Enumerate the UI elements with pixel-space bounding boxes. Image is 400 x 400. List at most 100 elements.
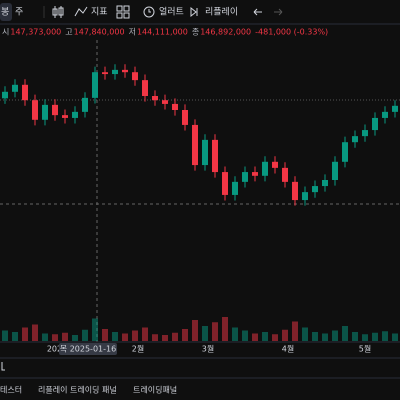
candle-body (212, 139, 218, 173)
bottom-tab[interactable]: 테스터 (0, 386, 22, 395)
ohlc-legend: 시 147,373,000 고 147,840,000 저 144,111,000 종 146… (2, 28, 328, 37)
volume-bar (372, 332, 378, 341)
volume-bar (12, 332, 18, 341)
x-tick-label: 4월 (282, 344, 294, 354)
indicators[interactable]: 지표 (91, 7, 108, 18)
volume-bar (32, 324, 38, 341)
volume-bar (22, 327, 28, 341)
legend-value: 144,111,000 (137, 28, 188, 37)
layout-icon[interactable] (116, 5, 130, 19)
volume-bar (132, 330, 138, 341)
legend-label: 고 (65, 28, 72, 37)
bottom-tab[interactable]: 트레이딩패널 (133, 385, 177, 395)
candle-body (152, 96, 158, 101)
volume-bar (362, 334, 368, 341)
candle-body (102, 72, 108, 75)
candle-body (122, 69, 128, 73)
volume-bar (252, 333, 258, 341)
volume-bar (82, 329, 88, 341)
volume-bar (392, 333, 398, 341)
redo[interactable] (274, 8, 283, 16)
candle-body (352, 136, 358, 143)
volume-bar (102, 329, 108, 341)
candle-body (72, 111, 78, 118)
candle-body (62, 115, 68, 118)
candle-body (82, 97, 88, 112)
volume-bar (342, 326, 348, 341)
volume-bar (212, 322, 218, 341)
indicator-icon[interactable] (74, 6, 88, 17)
x-tick-label: 2월 (132, 344, 144, 354)
candle-body (2, 91, 8, 99)
volume-bar (202, 326, 208, 341)
bottom-tab[interactable]: 리플레이 트레이딩 패널 (38, 385, 117, 395)
candle-body (112, 69, 118, 75)
volume-bar (152, 334, 158, 341)
candle-icon[interactable] (52, 6, 64, 18)
candle-body (132, 72, 138, 81)
legend-value: 147,840,000 (74, 28, 125, 37)
volume-bar (42, 333, 48, 341)
candle-body (242, 172, 248, 182)
candle-body (32, 100, 38, 120)
week[interactable]: 주 (15, 7, 23, 18)
legend-value: 147,373,000 (10, 28, 61, 37)
volume-bar (312, 332, 318, 341)
candle-body (362, 130, 368, 137)
legend-value: 146,892,000 (200, 28, 251, 37)
candle-body (282, 167, 288, 182)
volume-bar (112, 332, 118, 341)
candle-body (392, 105, 398, 112)
volume-bar (302, 327, 308, 341)
x-tick-label: 5월 (359, 344, 371, 354)
replay[interactable]: 리플레이 (205, 7, 238, 18)
candle-body (92, 72, 98, 98)
volume-bar (182, 329, 188, 341)
undo[interactable] (253, 8, 262, 16)
candle-body (222, 172, 228, 195)
volume-bar (282, 329, 288, 341)
candle-body (12, 84, 18, 92)
x-tick-label: 목 2025-01-16 (60, 345, 116, 354)
volume-bar (382, 331, 388, 341)
volume-bar (192, 320, 198, 341)
volume-bar (242, 330, 248, 341)
toolbar (0, 0, 400, 24)
candle-body (192, 124, 198, 166)
volume-bar (292, 321, 298, 341)
volume-bar (92, 318, 98, 341)
alert[interactable]: 얼러트 (159, 7, 184, 18)
interval-button[interactable] (0, 3, 12, 21)
alert-icon[interactable] (143, 6, 155, 18)
crosshair-time-box (59, 343, 117, 355)
candle-body (382, 111, 388, 118)
volume-bar (322, 333, 328, 341)
candle-body (252, 172, 258, 176)
legend-value: -481,000 (-0.33%) (255, 28, 328, 37)
volume-bar (272, 334, 278, 341)
volume-bar (62, 332, 68, 341)
volume-bar (262, 332, 268, 341)
legend-label: 시 (2, 28, 9, 37)
plot (2, 64, 398, 341)
candle-body (342, 142, 348, 162)
candle-body (262, 161, 268, 176)
candle-body (312, 186, 318, 193)
interval[interactable]: 봉 (1, 7, 9, 18)
candle-body (232, 181, 238, 195)
candle-body (302, 192, 308, 201)
x-tick-label: 3월 (202, 344, 214, 354)
volume-bar (162, 335, 168, 341)
volume-bar (72, 335, 78, 341)
replay-icon[interactable] (190, 6, 198, 18)
candle-body (22, 84, 28, 101)
volume-bar (352, 332, 358, 341)
volume-bar (222, 317, 228, 341)
volume-bar (2, 330, 8, 341)
candle-body (332, 161, 338, 180)
candle-body (322, 180, 328, 187)
volume-bar (52, 334, 58, 341)
volume-bar (232, 327, 238, 341)
